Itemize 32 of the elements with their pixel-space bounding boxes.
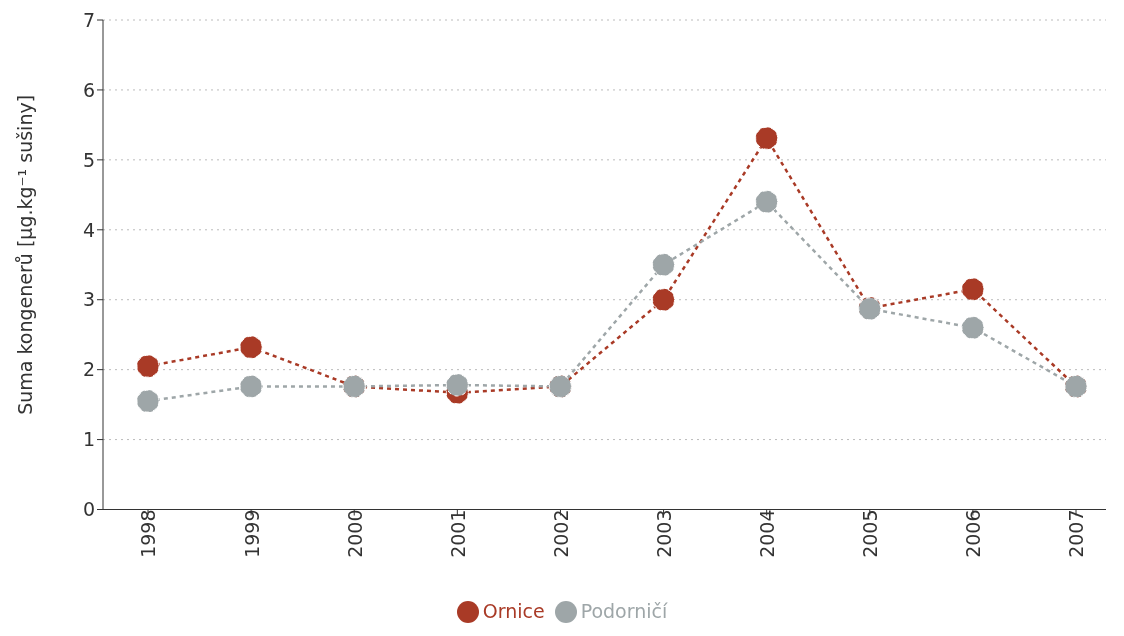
point bbox=[239, 374, 263, 398]
point bbox=[755, 126, 779, 150]
point bbox=[755, 190, 779, 214]
y-tick-label: 5 bbox=[82, 148, 95, 171]
point bbox=[961, 277, 985, 301]
x-tick-label: 2003 bbox=[653, 509, 676, 558]
y-tick-label: 7 bbox=[82, 8, 95, 31]
point bbox=[136, 354, 160, 378]
x-tick-label: 2000 bbox=[343, 509, 366, 558]
point bbox=[445, 373, 469, 397]
x-tick-label: 2004 bbox=[756, 509, 779, 558]
point bbox=[652, 253, 676, 277]
point bbox=[239, 335, 263, 359]
y-tick-label: 6 bbox=[82, 78, 95, 101]
x-tick-label: 2005 bbox=[859, 509, 882, 558]
x-tick-label: 2001 bbox=[446, 509, 469, 558]
y-tick-label: 2 bbox=[82, 358, 95, 381]
x-tick-label: 2006 bbox=[962, 509, 985, 558]
x-tick-label: 1999 bbox=[240, 509, 263, 558]
x-tick-label: 1998 bbox=[137, 509, 160, 558]
y-tick-label: 4 bbox=[82, 218, 95, 241]
legend-label: Podorničí bbox=[580, 599, 668, 622]
point bbox=[961, 316, 985, 340]
y-tick-label: 3 bbox=[82, 288, 95, 311]
x-tick-label: 2002 bbox=[549, 509, 572, 558]
point bbox=[136, 389, 160, 413]
point bbox=[652, 288, 676, 312]
legend-label: Ornice bbox=[482, 599, 545, 622]
y-tick-label: 0 bbox=[82, 498, 95, 521]
y-axis-title: Suma kongenerů [µg.kg⁻¹ sušiny] bbox=[13, 94, 36, 415]
x-tick-label: 2007 bbox=[1065, 509, 1088, 558]
y-tick-label: 1 bbox=[82, 428, 95, 451]
